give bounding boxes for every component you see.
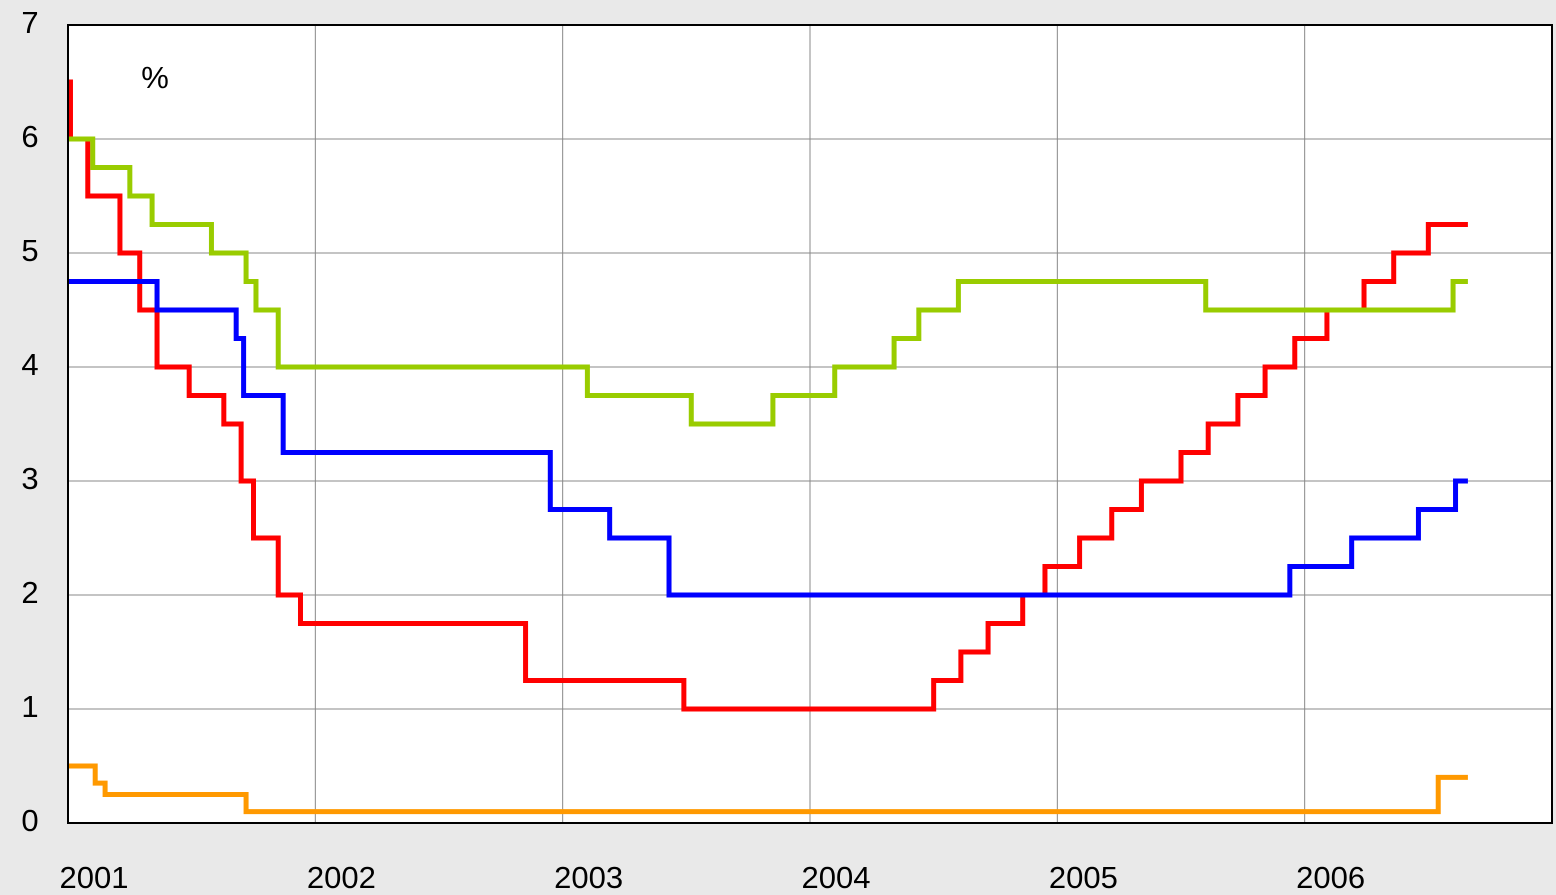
rate-line xyxy=(68,136,1468,427)
x-tick-label: 2002 xyxy=(307,860,376,895)
y-tick-label: 5 xyxy=(21,233,38,268)
plot-border xyxy=(67,24,1553,824)
x-tick-label: 2004 xyxy=(802,860,871,895)
y-tick-label: 7 xyxy=(21,5,38,40)
rate-line xyxy=(67,79,1468,712)
x-tick-label: 2001 xyxy=(60,860,129,895)
x-tick-label: 2006 xyxy=(1296,860,1365,895)
rate-line xyxy=(68,763,1468,815)
x-tick-label: 2003 xyxy=(554,860,623,895)
x-tick-label: 2005 xyxy=(1049,860,1118,895)
y-tick-label: 2 xyxy=(21,575,38,610)
unit-annotation: % xyxy=(141,60,169,95)
y-tick-label: 4 xyxy=(21,347,38,382)
lines xyxy=(67,79,1468,815)
y-tick-label: 3 xyxy=(21,461,38,496)
rate-line xyxy=(68,279,1468,598)
y-tick-label: 0 xyxy=(21,803,38,838)
y-tick-label: 6 xyxy=(21,119,38,154)
y-tick-label: 1 xyxy=(21,689,38,724)
